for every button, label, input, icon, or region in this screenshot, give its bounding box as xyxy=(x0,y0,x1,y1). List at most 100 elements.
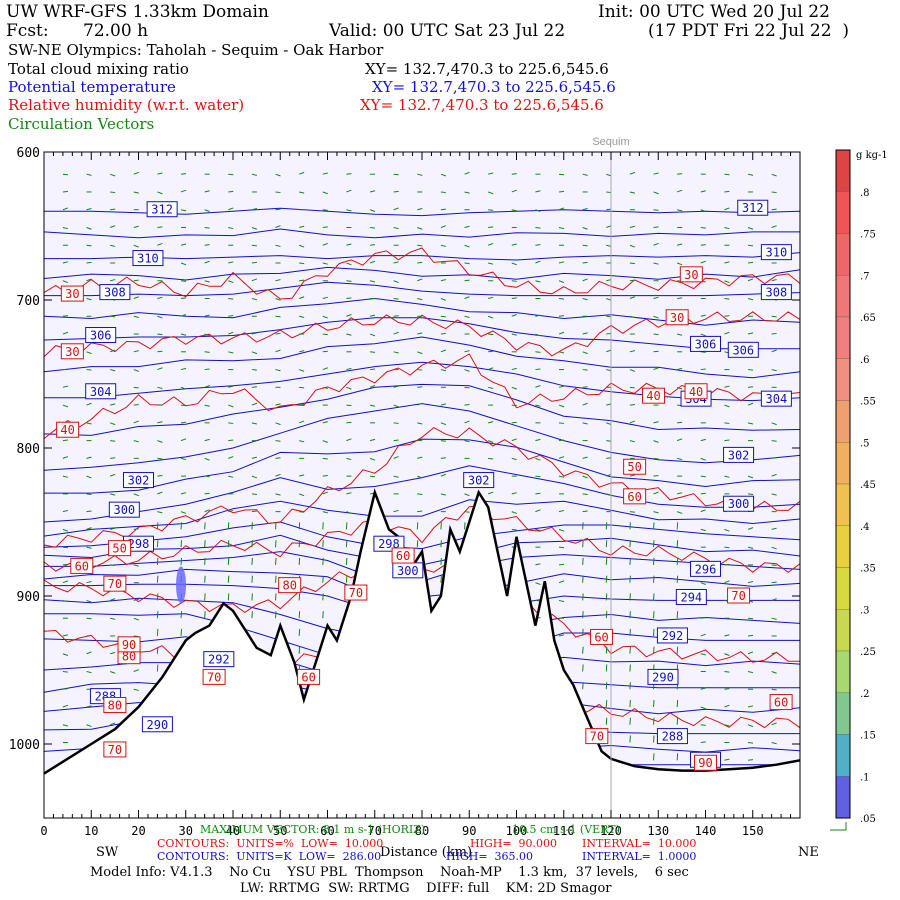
rh-contour-label-box xyxy=(202,668,226,685)
circulation-vector xyxy=(582,402,588,406)
circulation-vector xyxy=(629,225,636,228)
circulation-vector xyxy=(275,279,281,282)
rh-contour-info: CONTOURS: UNITS=% LOW= 10.000 xyxy=(157,837,384,850)
circulation-vector xyxy=(606,244,612,247)
circulation-vector xyxy=(724,439,730,442)
circulation-vector xyxy=(417,475,423,479)
circulation-vector xyxy=(228,475,234,478)
circulation-vector xyxy=(582,493,588,495)
circulation-vector xyxy=(724,670,730,673)
colorbar-label: .5 xyxy=(860,438,870,449)
circulation-vector xyxy=(771,315,777,318)
circulation-vector xyxy=(464,225,470,228)
rh-contour-label-box xyxy=(108,540,132,557)
circulation-vector xyxy=(771,598,777,601)
rh-contour-label-box xyxy=(585,728,609,745)
circulation-vector xyxy=(676,189,683,193)
circulation-vector xyxy=(676,557,679,565)
circulation-vector xyxy=(180,314,187,317)
y-tick-label: 600 xyxy=(17,146,40,161)
circulation-vector xyxy=(180,628,183,636)
theta-contour-label-box xyxy=(141,716,173,733)
circulation-vector xyxy=(322,242,328,246)
circulation-vector xyxy=(110,617,116,620)
circulation-vector xyxy=(275,422,281,426)
field-theta-xy: XY= 132.7,470.3 to 225.6,545.6 xyxy=(372,78,616,96)
circulation-vector xyxy=(629,315,636,318)
colorbar-label: .7 xyxy=(860,271,870,282)
circulation-vector xyxy=(605,575,608,583)
circulation-vector xyxy=(535,368,541,371)
circulation-vector xyxy=(157,511,163,514)
circulation-vector xyxy=(180,189,187,193)
circulation-vector xyxy=(275,473,281,477)
colorbar-swatch xyxy=(835,316,851,359)
circulation-vector xyxy=(535,190,541,193)
rh-contour-label: 60 xyxy=(774,696,788,710)
circulation-vector xyxy=(653,457,659,460)
rh-contour-label-box xyxy=(684,383,708,400)
circulation-vector xyxy=(487,440,494,443)
circulation-vector xyxy=(322,209,328,211)
circulation-vector xyxy=(653,593,655,601)
circulation-vector xyxy=(393,456,399,459)
circulation-vector xyxy=(369,280,376,283)
circulation-vector xyxy=(535,457,541,461)
circulation-vector xyxy=(605,682,608,690)
circulation-vector xyxy=(606,349,612,353)
field-theta-label: Potential temperature xyxy=(8,78,176,96)
circulation-vector xyxy=(322,315,328,319)
theta-contour-label: 308 xyxy=(104,286,126,300)
circulation-vector xyxy=(393,404,399,408)
circulation-vector xyxy=(771,564,777,567)
circulation-vector xyxy=(251,351,258,355)
circulation-vector xyxy=(700,209,706,212)
circulation-vector xyxy=(771,688,777,691)
colorbar-label: .55 xyxy=(860,397,876,408)
circulation-vector xyxy=(62,475,69,478)
circulation-vector xyxy=(86,510,92,513)
circulation-vector xyxy=(86,670,92,674)
rh-contour-label-box xyxy=(665,309,689,326)
circulation-vector xyxy=(133,350,139,353)
theta-contour-label: 306 xyxy=(90,329,112,343)
circulation-vector xyxy=(275,493,281,496)
circulation-vector xyxy=(676,753,679,761)
circulation-vector xyxy=(440,575,442,583)
colorbar-label: .1 xyxy=(860,772,870,783)
circulation-vector xyxy=(298,244,305,248)
circulation-vector xyxy=(464,279,470,282)
x-tick-label: 110 xyxy=(553,824,575,838)
circulation-vector xyxy=(724,724,730,727)
circulation-vector xyxy=(393,173,399,176)
circulation-vector xyxy=(605,646,608,654)
circulation-vector xyxy=(535,492,541,495)
rh-contour-label: 30 xyxy=(684,268,698,282)
circulation-vector xyxy=(464,296,470,299)
circulation-vector xyxy=(747,244,754,247)
theta-contour-line xyxy=(44,252,801,261)
circulation-vector xyxy=(298,593,301,601)
circulation-vector xyxy=(369,209,376,212)
circulation-vector xyxy=(204,226,210,229)
circulation-vector xyxy=(653,421,659,424)
circulation-vector xyxy=(180,262,187,266)
circulation-vector xyxy=(299,511,305,513)
circulation-vector xyxy=(62,599,69,603)
circulation-vector xyxy=(86,580,92,584)
circulation-vector xyxy=(133,191,139,194)
theta-contour-label: 308 xyxy=(766,286,788,300)
circulation-vector xyxy=(724,331,730,335)
circulation-vector xyxy=(369,368,376,371)
circulation-vector xyxy=(346,280,352,282)
circulation-vector xyxy=(653,191,659,195)
circulation-vector xyxy=(747,332,754,335)
circulation-vector xyxy=(629,386,635,389)
colorbar-label: .05 xyxy=(860,814,876,825)
circulation-vector xyxy=(275,298,281,301)
circulation-vector xyxy=(298,171,305,175)
circulation-vector xyxy=(275,403,281,406)
x-tick-label: 130 xyxy=(647,824,669,838)
circulation-vector xyxy=(157,421,163,424)
circulation-vector xyxy=(62,190,68,193)
